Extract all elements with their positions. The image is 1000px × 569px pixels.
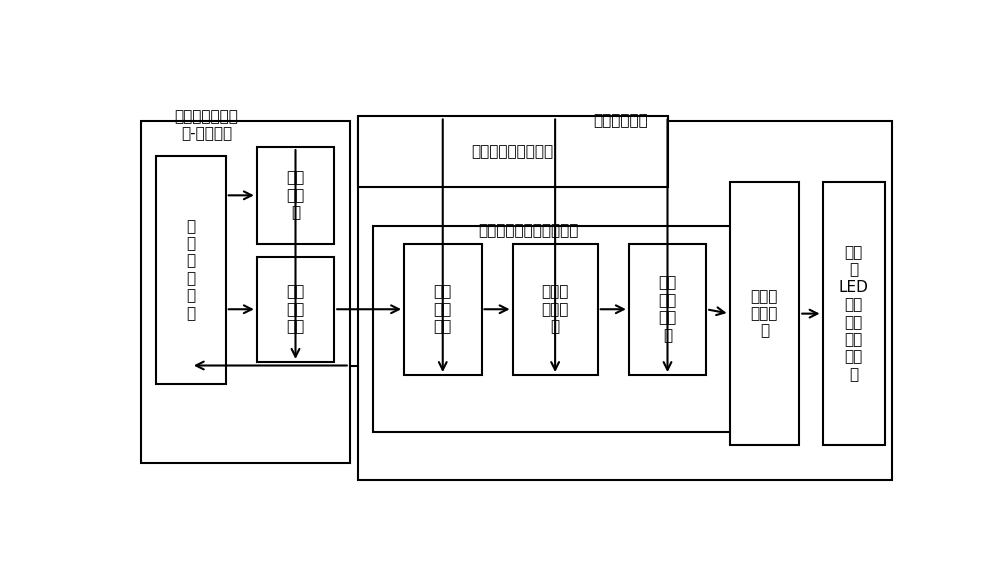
Bar [156, 156, 226, 384]
Bar [140, 121, 350, 463]
Text: 红外
发射
器: 红外 发射 器 [286, 171, 305, 220]
Text: 红外
接收
装置: 红外 接收 装置 [286, 284, 305, 334]
Text: 停车
场
LED
显示
屏实
时显
示系
统: 停车 场 LED 显示 屏实 时显 示系 统 [839, 245, 868, 382]
Bar [373, 226, 737, 432]
Text: 数据采集系统: 数据采集系统 [594, 113, 648, 129]
Text: 太阳能光伏供电系统: 太阳能光伏供电系统 [471, 144, 554, 159]
Text: 数据
采集
终端: 数据 采集 终端 [434, 284, 452, 334]
Bar [822, 182, 885, 445]
Bar [358, 117, 668, 187]
Bar [512, 244, 598, 375]
Bar [358, 121, 892, 480]
Text: 车位单元红外发
射-接收装置: 车位单元红外发 射-接收装置 [174, 109, 238, 142]
Bar [730, 182, 799, 445]
Text: 监控中
心子系
统: 监控中 心子系 统 [751, 288, 778, 339]
Bar [257, 147, 334, 244]
Text: 中央
控制
计算
机: 中央 控制 计算 机 [658, 275, 677, 343]
Bar [629, 244, 706, 375]
Bar [404, 244, 482, 375]
Text: 脉
冲
直
流
电
源: 脉 冲 直 流 电 源 [186, 219, 195, 321]
Bar [257, 257, 334, 362]
Text: 路由器
和协调
器: 路由器 和协调 器 [541, 284, 569, 334]
Text: 数据无线传输网络子系统: 数据无线传输网络子系统 [478, 223, 578, 238]
